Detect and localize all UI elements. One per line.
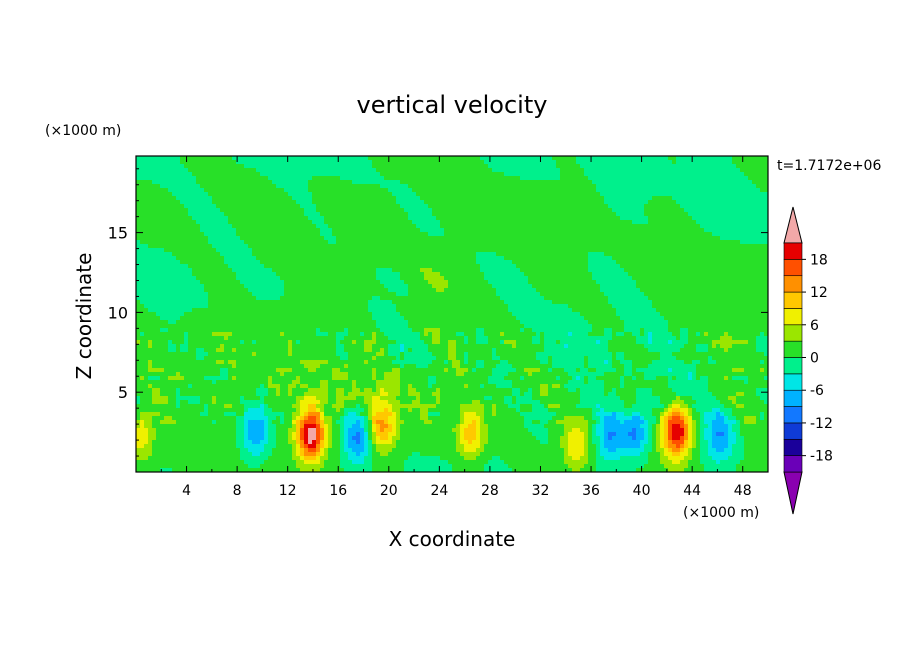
x-tick-label: 12 [279, 483, 297, 499]
colorbar-segment [783, 275, 803, 293]
y-tick-label: 5 [118, 383, 128, 402]
colorbar-tick-label: -6 [810, 383, 824, 399]
x-tick-label: 16 [329, 483, 347, 499]
plot-frame [135, 155, 769, 473]
x-tick-label: 20 [380, 483, 398, 499]
time-label: t=1.7172e+06 [777, 158, 881, 174]
colorbar: 18 12 6 0 -6 -12 -18 [783, 206, 833, 515]
x-tick-label: 24 [430, 483, 448, 499]
colorbar-segment [783, 324, 803, 342]
y-axis-label: Z coordinate [72, 253, 96, 380]
x-tick-label: 28 [481, 483, 499, 499]
x-unit-label: (×1000 m) [683, 505, 759, 521]
x-axis: 4 8 12 16 20 24 28 32 36 40 44 48 [160, 156, 752, 499]
contour-field [136, 156, 768, 472]
x-tick-label: 48 [734, 483, 752, 499]
x-axis-label: X coordinate [389, 527, 516, 551]
colorbar-segment [783, 308, 803, 326]
x-tick-label: 36 [582, 483, 600, 499]
colorbar-segment [783, 373, 803, 391]
colorbar-tick-label: -12 [810, 416, 833, 432]
x-tick-label: 4 [182, 483, 191, 499]
colorbar-tick-label: 6 [810, 318, 819, 334]
y-axis: 5 10 15 [108, 168, 768, 457]
colorbar-segment [783, 438, 803, 456]
colorbar-segment [783, 389, 803, 407]
colorbar-segment [783, 242, 803, 260]
y-tick-label: 15 [108, 224, 128, 243]
x-tick-label: 8 [233, 483, 242, 499]
x-tick-label: 40 [633, 483, 651, 499]
colorbar-tick-label: 0 [810, 351, 819, 367]
colorbar-segment [783, 291, 803, 309]
x-tick-label: 32 [532, 483, 550, 499]
colorbar-tick-label: 18 [810, 252, 828, 268]
chart-title: vertical velocity [357, 91, 548, 119]
colorbar-segment [783, 340, 803, 358]
colorbar-segment [783, 259, 803, 277]
colorbar-segment [783, 455, 803, 473]
y-unit-label: (×1000 m) [45, 123, 121, 139]
colorbar-segment [783, 406, 803, 424]
colorbar-under-arrow [783, 471, 803, 515]
y-tick-label: 10 [108, 303, 128, 322]
colorbar-segment [783, 422, 803, 440]
colorbar-over-arrow [783, 206, 803, 244]
colorbar-segment [783, 357, 803, 375]
x-tick-label: 44 [683, 483, 701, 499]
colorbar-tick-label: -18 [810, 449, 833, 465]
colorbar-tick-label: 12 [810, 285, 828, 301]
